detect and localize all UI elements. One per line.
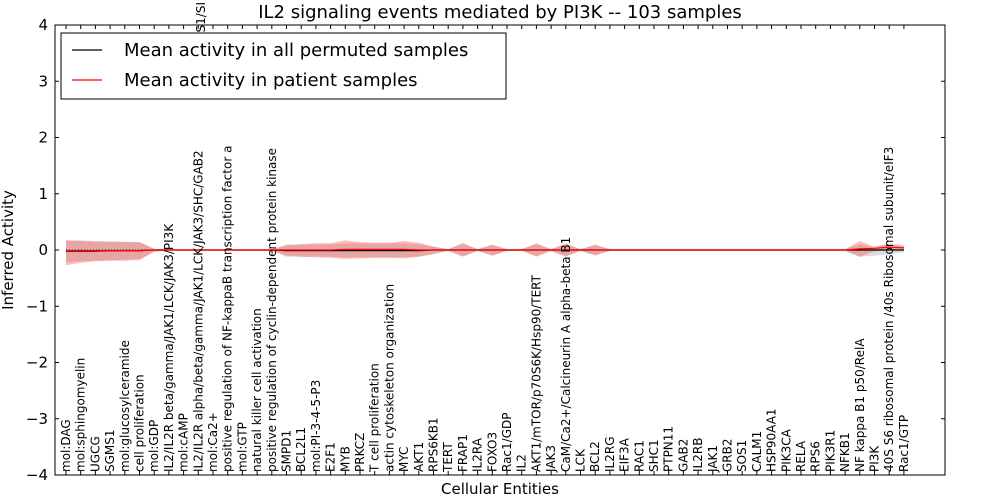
category-label: mol:cAMP	[177, 413, 191, 472]
category-label: TERT	[441, 442, 455, 473]
y-tick-label: −1	[26, 297, 48, 315]
category-label: MYB	[338, 446, 352, 472]
legend-label-patient: Mean activity in patient samples	[124, 70, 418, 91]
category-label: CALM1	[750, 431, 764, 472]
y-tick-label: 4	[38, 16, 48, 34]
category-label: PIK3R1	[823, 430, 837, 472]
category-label: mol:glucosylceramide	[118, 340, 132, 472]
category-label: SOS1	[735, 440, 749, 472]
category-label: SMPD1	[280, 430, 294, 472]
category-label: GRB2	[721, 438, 735, 472]
category-label: RELA	[794, 440, 808, 472]
category-label: RPS6KB1	[427, 417, 441, 472]
y-tick-label: 0	[38, 241, 48, 259]
category-label: IL2/IL2R alpha/beta/gamma/JAK1/LCK/JAK3/…	[191, 150, 205, 472]
category-label: actin cytoskeleton organization	[382, 284, 396, 472]
category-label: RPS6	[809, 441, 823, 472]
category-label: AKT1/mTOR/p70S6K/Hsp90/TERT	[529, 274, 543, 472]
category-label: mol:DAG	[59, 419, 73, 472]
category-label: 40S S6 ribosomal protein /40s Ribosomal …	[882, 147, 896, 472]
y-tick-label: −4	[26, 466, 48, 484]
category-label: PIK3CA	[779, 428, 793, 472]
category-label: SGMS1	[103, 429, 117, 472]
category-label: IL2RA	[471, 437, 485, 472]
category-label: IL2	[515, 454, 529, 472]
legend: Mean activity in all permuted samples Me…	[60, 32, 507, 100]
category-label: NFKB1	[838, 432, 852, 472]
category-label: CaM/Ca2+/Calcineurin A alpha-beta B1	[559, 237, 573, 472]
category-label: GAB2	[676, 439, 690, 472]
category-label: RAC1	[632, 440, 646, 472]
lines-layer	[66, 246, 904, 252]
y-tick-label: 2	[38, 129, 48, 147]
category-label: SHC1	[647, 439, 661, 472]
category-label: IL2RB	[691, 438, 705, 472]
category-label: BCL2	[588, 441, 602, 472]
series-line-patient	[66, 246, 904, 252]
category-label: mol:GDP	[147, 420, 161, 472]
category-label: NF kappa B1 p50/RelA	[853, 338, 867, 472]
legend-box	[60, 32, 507, 100]
x-axis	[65, 25, 905, 475]
category-label: JAK3	[544, 445, 558, 473]
y-tick-label: −2	[26, 354, 48, 372]
category-label: BCL2L1	[294, 427, 308, 472]
category-label: AKT1	[412, 442, 426, 472]
category-label: Rac1/GTP	[897, 415, 911, 472]
chart-title: IL2 signaling events mediated by PI3K --…	[258, 2, 742, 23]
band-permuted	[66, 240, 904, 263]
category-label: HSP90AA1	[765, 408, 779, 472]
y-axis: 4 3 2 1 0 −1 −2 −3 −4	[26, 16, 945, 484]
category-label: positive regulation of cyclin-dependent …	[265, 148, 279, 472]
x-axis-label: Cellular Entities	[441, 480, 559, 498]
category-label: JAK1	[706, 445, 720, 473]
category-label: PTPN11	[662, 426, 676, 472]
category-label: IL2/IL2R beta/gamma/JAK1/LCK/JAK3/PI3K	[162, 223, 176, 472]
category-labels: mol:DAG mol:sphingomyelin UGCG SGMS1 mol:glu…	[59, 146, 911, 473]
category-label: EIF3A	[618, 437, 632, 472]
category-label: PRKCZ	[353, 433, 367, 472]
category-label: Rac1/GDP	[500, 413, 514, 472]
category-label: MYC	[397, 447, 411, 472]
category-label: FOXO3	[485, 432, 499, 472]
category-label: natural killer cell activation	[250, 308, 264, 472]
category-label: IL2RG	[603, 437, 617, 473]
category-label: E2F1	[324, 442, 338, 472]
category-label: UGCG	[88, 436, 102, 472]
category-label: mol:sphingomyelin	[74, 358, 88, 472]
band-patient	[66, 240, 904, 266]
category-label: FRAP1	[456, 434, 470, 472]
clipped-top-label: S1/SI	[194, 2, 208, 32]
y-tick-label: −3	[26, 410, 48, 428]
category-label: cell proliferation	[133, 374, 147, 472]
category-label: LCK	[574, 448, 588, 472]
bands-layer	[66, 240, 904, 266]
category-label: T cell proliferation	[368, 363, 382, 473]
y-axis-label: Inferred Activity	[0, 190, 17, 310]
category-label: PI3K	[868, 445, 882, 472]
category-label: mol:Ca2+	[206, 412, 220, 472]
category-label: mol:PI-3-4-5-P3	[309, 380, 323, 472]
legend-label-permuted: Mean activity in all permuted samples	[124, 40, 468, 61]
category-label: positive regulation of NF-kappaB transcr…	[221, 146, 235, 472]
y-tick-label: 1	[38, 185, 48, 203]
category-label: mol:GTP	[235, 422, 249, 472]
y-tick-label: 3	[38, 72, 48, 90]
